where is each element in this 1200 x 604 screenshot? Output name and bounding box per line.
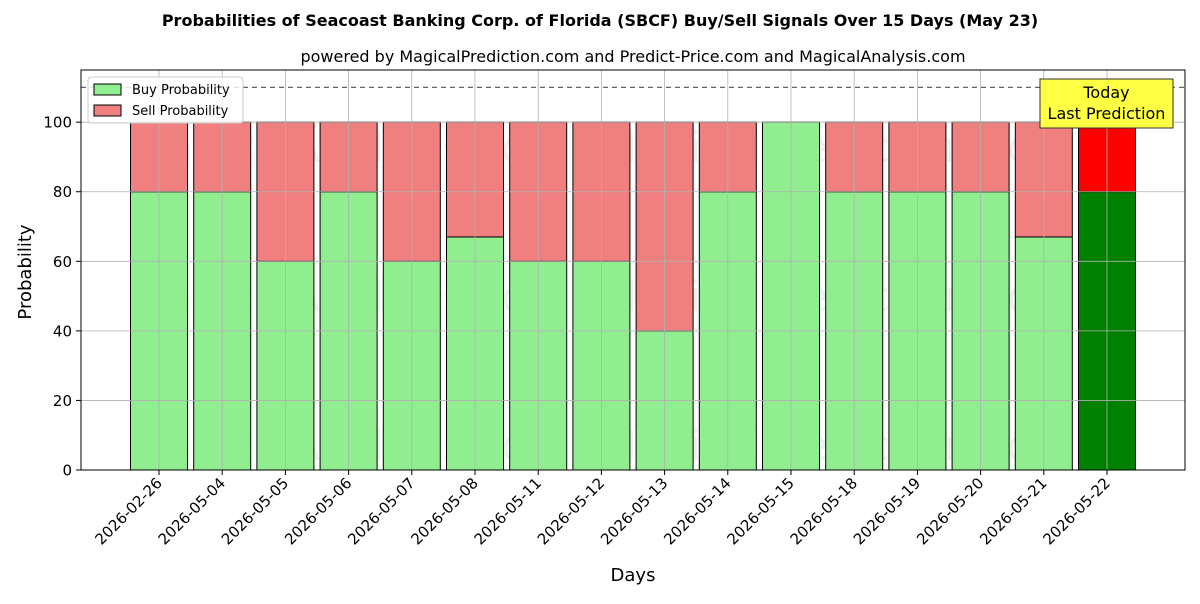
x-tick-label: 2026-05-20 xyxy=(913,474,987,548)
annotation-text: Today xyxy=(1082,83,1129,102)
x-tick-label: 2026-05-04 xyxy=(155,474,229,548)
y-tick-label: 0 xyxy=(62,462,72,480)
x-tick-label: 2026-05-07 xyxy=(344,474,418,548)
annotation-box xyxy=(1039,78,1174,129)
legend-swatch-0 xyxy=(93,83,122,96)
y-tick-label: 80 xyxy=(53,183,72,201)
x-tick-label: 2026-05-11 xyxy=(471,474,545,548)
annotation-text: Last Prediction xyxy=(1048,104,1166,123)
x-tick-label: 2026-05-12 xyxy=(534,474,608,548)
y-tick-label: 100 xyxy=(43,114,72,132)
chart-subtitle: powered by MagicalPrediction.com and Pre… xyxy=(300,47,965,66)
x-tick-label: 2026-05-19 xyxy=(850,474,924,548)
x-tick-label: 2026-05-18 xyxy=(787,474,861,548)
chart-title: Probabilities of Seacoast Banking Corp. … xyxy=(162,11,1038,30)
plot-frame xyxy=(80,69,1186,471)
legend-swatch-1 xyxy=(93,104,122,117)
y-axis-label: Probability xyxy=(15,224,36,319)
x-tick-label: 2026-05-15 xyxy=(723,474,797,548)
x-tick-label: 2026-05-14 xyxy=(660,474,734,548)
legend-box xyxy=(87,76,244,124)
legend-label: Sell Probability xyxy=(132,104,229,119)
x-tick-label: 2026-05-22 xyxy=(1039,474,1113,548)
x-tick-label: 2026-05-06 xyxy=(281,474,355,548)
x-axis-label: Days xyxy=(611,565,656,586)
legend-label: Buy Probability xyxy=(132,83,230,98)
y-tick-label: 60 xyxy=(53,253,72,271)
x-tick-label: 2026-05-21 xyxy=(976,474,1050,548)
y-tick-label: 20 xyxy=(53,392,72,410)
x-tick-label: 2026-05-13 xyxy=(597,474,671,548)
x-tick-label: 2026-02-26 xyxy=(91,474,165,548)
x-tick-label: 2026-05-08 xyxy=(407,474,481,548)
x-tick-label: 2026-05-05 xyxy=(218,474,292,548)
y-tick-label: 40 xyxy=(53,322,72,340)
